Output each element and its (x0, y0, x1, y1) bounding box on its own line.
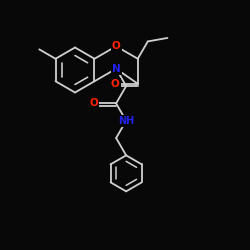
Text: N: N (112, 64, 120, 74)
Text: O: O (112, 41, 120, 51)
Text: O: O (89, 98, 98, 108)
Text: NH: NH (118, 116, 134, 126)
Text: O: O (111, 79, 120, 89)
